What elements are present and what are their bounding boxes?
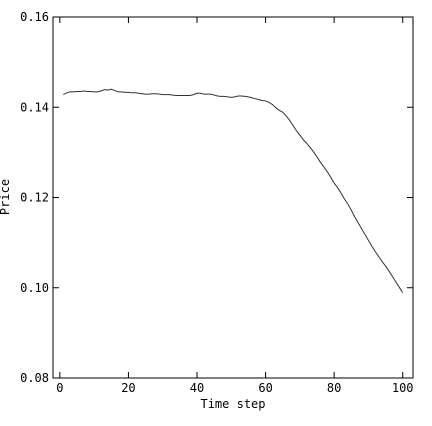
price-series-line: [63, 88, 404, 293]
y-tick-label: 0.14: [20, 100, 49, 114]
x-tick-label: 20: [121, 381, 135, 395]
x-axis-title: Time step: [200, 397, 265, 411]
y-axis: 0.08 0.10 0.12 0.14 0.16: [20, 10, 413, 385]
y-tick-label: 0.16: [20, 10, 49, 24]
x-tick-label: 0: [56, 381, 63, 395]
plot-frame: [52, 16, 414, 379]
x-tick-label: 60: [258, 381, 272, 395]
y-tick-label: 0.08: [20, 371, 49, 385]
x-tick-label: 80: [327, 381, 341, 395]
x-tick-label: 100: [392, 381, 414, 395]
x-axis: 0 20 40 60 80 100: [56, 17, 414, 395]
y-tick-label: 0.10: [20, 281, 49, 295]
y-axis-title: Price: [0, 179, 12, 215]
x-tick-label: 40: [190, 381, 204, 395]
y-tick-label: 0.12: [20, 191, 49, 205]
